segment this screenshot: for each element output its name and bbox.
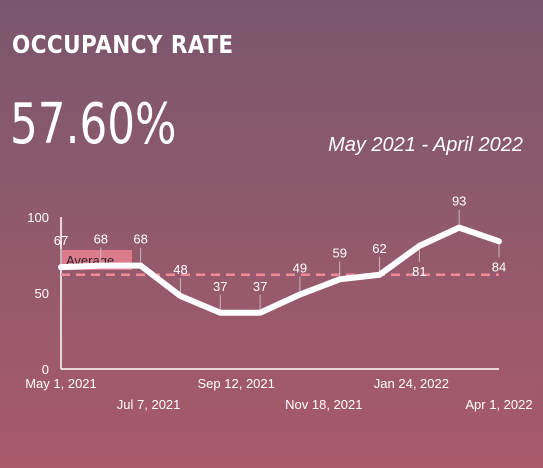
data-label: 48 <box>173 262 187 277</box>
data-label: 68 <box>133 232 147 247</box>
data-label: 84 <box>492 259 506 274</box>
x-tick-label: Jul 7, 2021 <box>117 397 181 412</box>
data-label: 68 <box>94 232 108 247</box>
data-label: 62 <box>372 241 386 256</box>
y-tick-label: 50 <box>35 286 49 301</box>
data-label: 81 <box>412 264 426 279</box>
x-tick-label: Sep 12, 2021 <box>198 376 275 391</box>
x-tick-label: Nov 18, 2021 <box>285 397 362 412</box>
occupancy-kpi-value: 57.60% <box>10 92 177 157</box>
data-label: 93 <box>452 194 466 209</box>
date-range-label: May 2021 - April 2022 <box>328 134 523 156</box>
data-label: 49 <box>293 261 307 276</box>
y-tick-label: 100 <box>27 210 49 225</box>
data-label: 59 <box>332 245 346 260</box>
x-tick-label: May 1, 2021 <box>25 376 97 391</box>
data-label: 37 <box>213 279 227 294</box>
x-tick-label: Apr 1, 2022 <box>465 397 532 412</box>
x-tick-label: Jan 24, 2022 <box>374 376 449 391</box>
chart-title: OCCUPANCY RATE <box>12 30 234 59</box>
data-label: 37 <box>253 279 267 294</box>
y-tick-label: 0 <box>42 362 49 377</box>
data-label: 67 <box>54 233 68 248</box>
occupancy-series-line <box>58 224 502 316</box>
